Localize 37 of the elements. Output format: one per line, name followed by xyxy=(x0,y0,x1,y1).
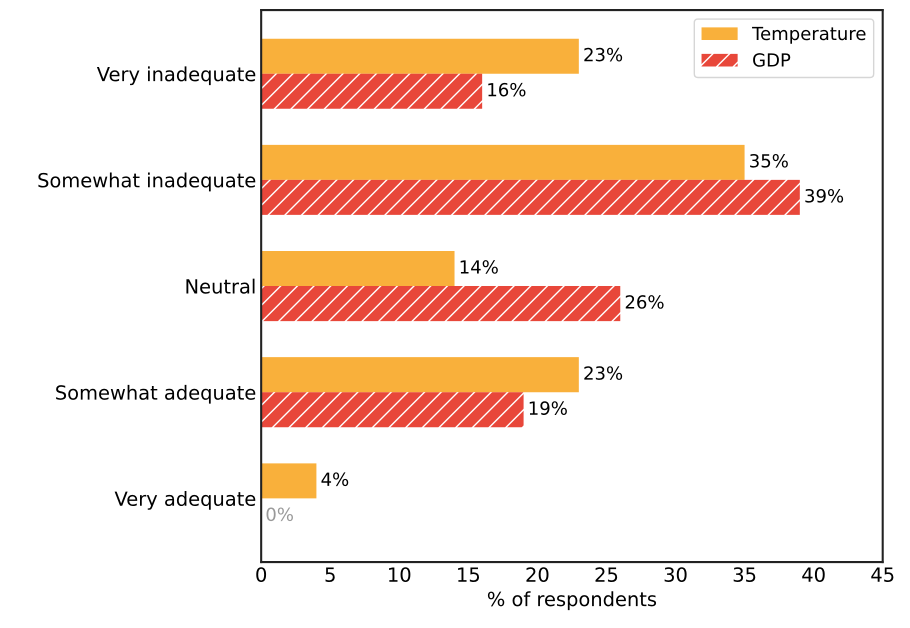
bar xyxy=(261,74,482,109)
y-tick-label: Very inadequate xyxy=(96,66,256,86)
x-tick-label: 25 xyxy=(596,567,618,582)
bar xyxy=(261,144,745,180)
x-tick-label: 5 xyxy=(326,568,335,582)
x-tick-label: 10 xyxy=(389,567,410,582)
y-tick-label: Somewhat adequate xyxy=(56,384,256,404)
data-label: 23% xyxy=(584,366,622,380)
bar xyxy=(261,38,579,74)
x-tick-label: 45 xyxy=(871,568,894,582)
data-label: 23% xyxy=(584,48,622,62)
data-label: 16% xyxy=(488,82,526,96)
data-label: 26% xyxy=(626,295,664,309)
x-tick-label: 15 xyxy=(458,568,480,582)
data-label: 0% xyxy=(266,507,293,522)
legend-label: GDP xyxy=(753,53,790,67)
x-tick-label: 40 xyxy=(802,567,825,582)
data-label: 4% xyxy=(321,472,348,486)
bar xyxy=(261,286,620,322)
bar xyxy=(261,357,579,392)
y-tick-label: Somewhat inadequate xyxy=(38,172,256,192)
bar xyxy=(261,392,524,428)
legend-label: Temperature xyxy=(752,26,866,44)
x-tick-label: 30 xyxy=(664,567,687,582)
x-axis-title: % of respondents xyxy=(488,591,656,610)
data-label: 35% xyxy=(750,154,788,168)
y-tick-label: Very adequate xyxy=(114,490,256,510)
bar xyxy=(261,251,455,286)
data-label: 14% xyxy=(460,260,498,274)
y-tick-label: Neutral xyxy=(186,278,254,294)
bar xyxy=(261,463,316,498)
data-label: 39% xyxy=(805,188,844,203)
x-tick-label: 0 xyxy=(256,567,266,582)
data-label: 19% xyxy=(530,401,567,415)
bar xyxy=(261,180,800,215)
x-tick-label: 35 xyxy=(734,567,756,582)
x-tick-label: 20 xyxy=(526,567,548,582)
